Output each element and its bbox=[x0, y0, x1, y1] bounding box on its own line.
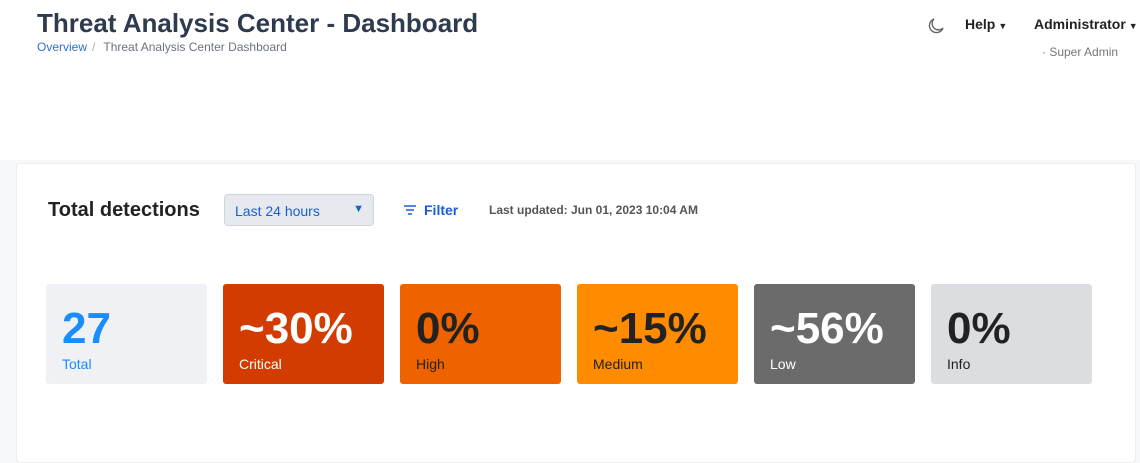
stat-value: ~15% bbox=[593, 304, 707, 353]
stat-value: 27 bbox=[62, 304, 111, 353]
stat-card-info[interactable]: 0% Info bbox=[931, 284, 1092, 384]
stat-label: Total bbox=[62, 356, 92, 372]
user-role: · Super Admin bbox=[1042, 45, 1119, 59]
header: Threat Analysis Center - Dashboard Overv… bbox=[0, 0, 1140, 160]
filter-label: Filter bbox=[424, 202, 459, 218]
user-label: Administrator bbox=[1034, 16, 1126, 32]
help-menu[interactable]: Help ▼ bbox=[965, 16, 1007, 32]
breadcrumb-overview[interactable]: Overview bbox=[37, 40, 88, 54]
stat-card-low[interactable]: ~56% Low bbox=[754, 284, 915, 384]
filter-icon bbox=[404, 205, 416, 215]
stat-card-medium[interactable]: ~15% Medium bbox=[577, 284, 738, 384]
stat-card-total[interactable]: 27 Total bbox=[46, 284, 207, 384]
filter-button[interactable]: Filter bbox=[404, 202, 458, 218]
time-range-value: Last 24 hours bbox=[235, 203, 320, 219]
chevron-down-icon: ▼ bbox=[353, 203, 364, 215]
stat-card-critical[interactable]: ~30% Critical bbox=[223, 284, 384, 384]
caret-down-icon: ▼ bbox=[998, 21, 1008, 31]
stat-value: ~56% bbox=[770, 304, 884, 353]
breadcrumb-separator: / bbox=[92, 40, 96, 54]
stat-value: 0% bbox=[416, 304, 480, 353]
stat-label: Critical bbox=[239, 356, 282, 372]
stat-label: Info bbox=[947, 356, 971, 372]
stat-label: High bbox=[416, 356, 445, 372]
help-label: Help bbox=[965, 16, 996, 32]
panel-title: Total detections bbox=[48, 199, 200, 221]
time-range-select[interactable]: Last 24 hours ▼ bbox=[224, 194, 374, 226]
breadcrumb-current: Threat Analysis Center Dashboard bbox=[103, 40, 287, 54]
breadcrumb: Overview / Threat Analysis Center Dashboar… bbox=[37, 40, 287, 54]
page-title: Threat Analysis Center - Dashboard bbox=[37, 8, 479, 38]
stat-value: ~30% bbox=[239, 304, 353, 353]
stat-label: Low bbox=[770, 356, 796, 372]
user-menu[interactable]: Administrator ▼ bbox=[1034, 16, 1138, 32]
stat-label: Medium bbox=[593, 356, 643, 372]
stat-value: 0% bbox=[947, 304, 1011, 353]
last-updated: Last updated: Jun 01, 2023 10:04 AM bbox=[489, 203, 698, 217]
detections-panel: Total detections Last 24 hours ▼ Filter L… bbox=[16, 163, 1136, 463]
moon-icon[interactable] bbox=[926, 16, 946, 36]
caret-down-icon: ▼ bbox=[1128, 21, 1138, 31]
stat-card-high[interactable]: 0% High bbox=[400, 284, 561, 384]
